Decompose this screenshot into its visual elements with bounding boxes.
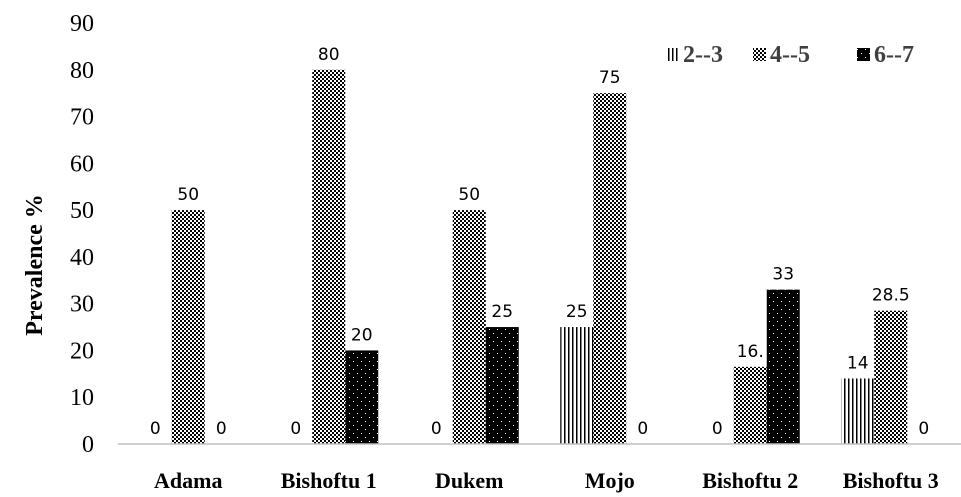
data-label: 14 bbox=[847, 354, 869, 374]
y-tick-label: 70 bbox=[70, 105, 94, 131]
x-tick-label: Bishoftu 3 bbox=[843, 468, 939, 493]
legend-label: 4--5 bbox=[770, 42, 810, 68]
bar bbox=[874, 310, 908, 444]
bars bbox=[171, 69, 908, 445]
bar bbox=[593, 93, 627, 445]
y-tick-label: 50 bbox=[70, 198, 94, 224]
x-tick-label: Adama bbox=[154, 468, 222, 493]
x-tick-label: Mojo bbox=[585, 468, 635, 493]
data-label: 0 bbox=[150, 419, 161, 439]
data-label: 0 bbox=[216, 419, 227, 439]
y-tick-label: 80 bbox=[70, 58, 94, 84]
bar bbox=[312, 69, 346, 445]
data-label: 50 bbox=[458, 185, 480, 205]
data-label: 0 bbox=[290, 419, 301, 439]
data-labels: 0 50 0 0 80 20 0 50 25 25 75 0 0 16. 33 14 28.5 0 bbox=[150, 45, 929, 439]
legend-label: 6--7 bbox=[874, 42, 914, 68]
bar bbox=[171, 210, 205, 444]
y-axis-label: Prevalence % bbox=[22, 194, 48, 336]
x-tick-label: Bishoftu 1 bbox=[281, 468, 377, 493]
data-label: 25 bbox=[566, 302, 588, 322]
y-tick-label: 0 bbox=[82, 432, 94, 458]
y-axis-ticks: 0 10 20 30 40 50 60 70 80 90 bbox=[70, 11, 94, 458]
x-tick-label: Bishoftu 2 bbox=[702, 468, 798, 493]
y-tick-label: 90 bbox=[70, 11, 94, 37]
bar bbox=[841, 378, 875, 444]
data-label: 33 bbox=[772, 265, 794, 285]
data-label: 0 bbox=[712, 419, 723, 439]
bar bbox=[485, 327, 519, 444]
legend-swatch bbox=[666, 48, 679, 61]
data-label: 28.5 bbox=[872, 286, 910, 306]
x-axis-ticks: Adama Bishoftu 1 Dukem Mojo Bishoftu 2 Bishof… bbox=[154, 468, 939, 493]
y-tick-label: 40 bbox=[70, 245, 94, 271]
data-label: 20 bbox=[351, 325, 373, 345]
data-label: 80 bbox=[318, 45, 340, 65]
data-label: 50 bbox=[177, 185, 199, 205]
data-label: 25 bbox=[491, 302, 513, 322]
data-label: 0 bbox=[637, 419, 648, 439]
data-label: 16. bbox=[737, 342, 764, 362]
bar bbox=[733, 366, 767, 444]
bar bbox=[766, 289, 800, 444]
legend-swatch bbox=[857, 48, 870, 61]
bar bbox=[345, 350, 379, 444]
y-tick-label: 60 bbox=[70, 151, 94, 177]
legend-swatch bbox=[753, 48, 766, 61]
x-tick-label: Dukem bbox=[435, 468, 503, 493]
y-tick-label: 30 bbox=[70, 292, 94, 318]
legend-label: 2--3 bbox=[683, 42, 723, 68]
y-tick-label: 20 bbox=[70, 338, 94, 364]
legend: 2--3 4--5 6--7 bbox=[666, 42, 914, 68]
data-label: 0 bbox=[918, 419, 929, 439]
bar bbox=[560, 327, 594, 444]
data-label: 75 bbox=[599, 68, 621, 88]
y-tick-label: 10 bbox=[70, 385, 94, 411]
data-label: 0 bbox=[431, 419, 442, 439]
bar bbox=[452, 210, 486, 444]
